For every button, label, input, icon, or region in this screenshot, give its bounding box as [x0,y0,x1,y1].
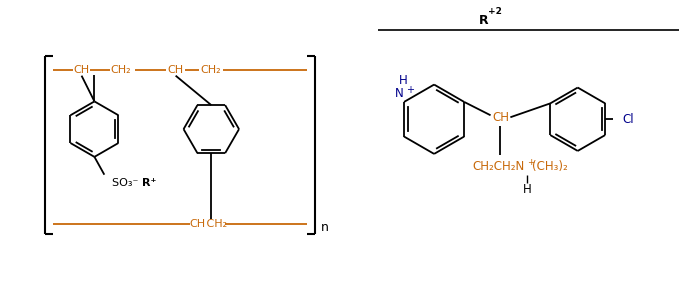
Text: n: n [322,221,329,234]
Text: N: N [395,87,404,100]
Text: +: + [527,158,534,167]
Text: H: H [523,183,532,196]
Text: CH: CH [168,65,183,75]
Text: CH: CH [492,111,509,124]
Text: +: + [406,85,414,95]
Text: Cl: Cl [622,113,633,126]
Text: CH: CH [190,219,205,229]
Text: R⁺: R⁺ [142,178,157,188]
Text: CH: CH [74,65,89,75]
Text: SO₃⁻: SO₃⁻ [112,178,142,188]
Text: CH₂: CH₂ [200,65,221,75]
Text: CH₂: CH₂ [203,219,227,229]
Text: CH₂: CH₂ [111,65,131,75]
Text: CH₂CH₂N: CH₂CH₂N [473,160,525,173]
Text: +2: +2 [488,7,502,16]
Text: R: R [479,14,488,27]
Text: (CH₃)₂: (CH₃)₂ [532,160,568,173]
Text: H: H [398,74,407,87]
